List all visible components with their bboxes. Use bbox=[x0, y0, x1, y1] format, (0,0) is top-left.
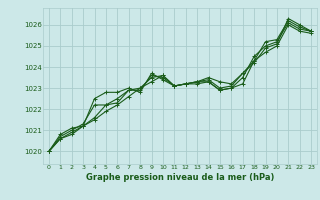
X-axis label: Graphe pression niveau de la mer (hPa): Graphe pression niveau de la mer (hPa) bbox=[86, 173, 274, 182]
